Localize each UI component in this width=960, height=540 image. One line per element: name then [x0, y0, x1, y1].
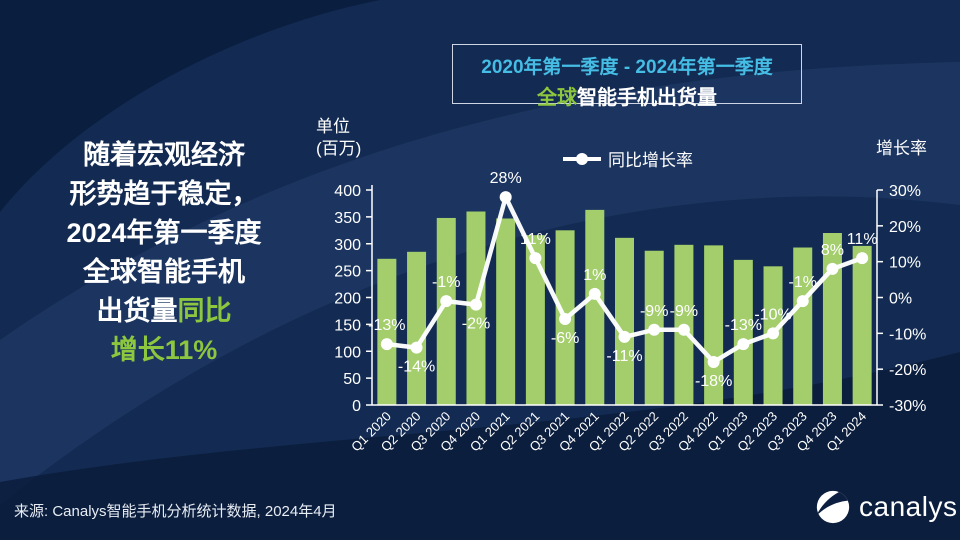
canalys-logo-icon [816, 490, 850, 524]
bar-Q3 2023 [793, 247, 813, 405]
bar-Q1 2022 [615, 237, 634, 405]
marker-Q3 2021 [559, 313, 572, 325]
legend-label: 同比增长率 [608, 151, 693, 170]
left-axis-title: 单位 (百万) [316, 117, 362, 158]
growth-label-Q2 2021: 11% [520, 231, 551, 248]
left-axis-tick-label: 50 [343, 371, 361, 388]
growth-label-Q1 2021: 28% [490, 170, 522, 187]
headline-text: 随着宏观经济 形势趋于稳定， 2024年第一季度 全球智能手机 出货量同比 增长… [14, 136, 314, 370]
legend-line-marker-icon [563, 152, 601, 165]
growth-label-Q3 2022: -9% [670, 303, 698, 320]
left-axis-tick-label: 0 [352, 398, 361, 415]
bar-Q2 2020 [407, 251, 427, 405]
marker-Q3 2022 [677, 323, 690, 336]
bar-Q1 2023 [733, 259, 753, 405]
bar-Q4 2021 [585, 209, 605, 405]
right-axis-tick-label: 0% [889, 291, 912, 308]
marker-Q1 2021 [499, 191, 512, 204]
growth-label-Q3 2023: -1% [789, 274, 817, 291]
bar-Q2 2021 [525, 235, 545, 405]
bar-Q1 2024 [852, 245, 872, 405]
left-axis-tick-label: 100 [334, 344, 361, 361]
headline-line: 形势趋于稳定， [69, 179, 259, 209]
headline-line: 出货量同比 [96, 296, 232, 326]
growth-label-Q4 2021: 1% [583, 267, 606, 284]
right-axis-tick-label: 20% [889, 219, 921, 236]
marker-Q2 2020 [410, 341, 423, 354]
marker-Q1 2024 [856, 252, 869, 265]
bar-Q1 2020 [377, 258, 397, 405]
right-axis-tick-label: 10% [889, 255, 921, 272]
chart-title-range: 2020年第一季度 - 2024年第一季度 [481, 57, 773, 78]
marker-Q4 2023 [826, 262, 839, 275]
chart-title-box: 2020年第一季度 - 2024年第一季度 全球智能手机出货量 [452, 44, 802, 109]
growth-label-Q1 2024: 11% [847, 231, 878, 248]
growth-label-Q3 2020: -1% [432, 274, 460, 291]
headline-line: 2024年第一季度 [66, 218, 262, 248]
growth-label-Q1 2023: -13% [725, 317, 762, 334]
growth-label-Q1 2020: -13% [368, 317, 405, 334]
growth-label-Q4 2020: -2% [462, 316, 490, 333]
marker-Q2 2021 [529, 252, 542, 265]
marker-Q4 2022 [707, 356, 720, 368]
left-axis-tick-label: 250 [334, 264, 361, 281]
canalys-logo-text: canalys [859, 491, 958, 522]
right-axis-tick-label: -10% [889, 326, 926, 343]
left-axis-tick-label: 350 [334, 210, 361, 227]
marker-Q4 2020 [469, 298, 482, 311]
source-note: 来源: Canalys智能手机分析统计数据, 2024年4月 [14, 503, 337, 520]
marker-Q2 2022 [648, 323, 661, 336]
bar-Q3 2020 [436, 217, 456, 405]
marker-Q1 2020 [380, 338, 393, 351]
left-axis-tick-label: 150 [334, 317, 361, 334]
left-axis-tick-label: 400 [334, 183, 361, 200]
left-axis-tick-label: 300 [334, 237, 361, 254]
marker-Q2 2023 [767, 327, 780, 340]
chart-title-main: 全球智能手机出货量 [537, 87, 717, 109]
growth-label-Q4 2023: 8% [821, 242, 844, 259]
right-axis-tick-label: -20% [889, 362, 926, 379]
right-axis-tick-label: 30% [889, 183, 921, 200]
growth-label-Q1 2022: -11% [606, 348, 642, 365]
marker-Q3 2023 [796, 295, 809, 308]
headline-line: 增长11% [110, 335, 218, 365]
growth-label-Q2 2022: -9% [640, 303, 668, 320]
growth-label-Q3 2021: -6% [551, 330, 579, 347]
marker-Q1 2023 [737, 338, 750, 351]
marker-Q4 2021 [588, 287, 601, 300]
canalys-logo: canalys [814, 488, 957, 526]
growth-label-Q4 2022: -18% [695, 373, 732, 390]
bar-Q1 2021 [496, 218, 516, 405]
right-axis-tick-label: -30% [889, 398, 926, 415]
headline-line: 随着宏观经济 [83, 140, 245, 170]
left-axis-tick-label: 200 [334, 291, 361, 308]
growth-label-Q2 2023: -10% [754, 306, 791, 323]
marker-Q3 2020 [440, 295, 453, 308]
right-axis-title: 增长率 [876, 139, 927, 158]
marker-Q1 2022 [618, 330, 631, 343]
growth-label-Q2 2020: -14% [398, 359, 435, 376]
legend: 同比增长率 [561, 146, 693, 171]
headline-line: 全球智能手机 [83, 257, 245, 287]
